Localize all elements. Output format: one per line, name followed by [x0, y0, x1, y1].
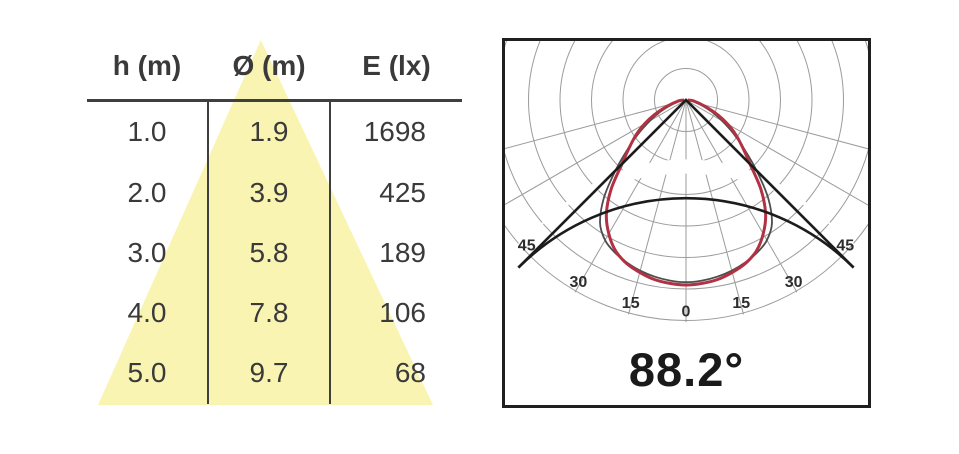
table-cell-illuminance: 1698: [363, 116, 426, 147]
table-cell-height: 3.0: [127, 237, 167, 268]
light-cone-graphic: [98, 40, 433, 405]
col-header-diameter: Ø (m): [232, 50, 306, 81]
col-header-height: h (m): [112, 50, 182, 81]
table-cell-height: 2.0: [127, 177, 167, 208]
polar-tick-label: 0: [682, 304, 691, 321]
beam-sector-outline: [517, 98, 855, 269]
polar-diagram: 45 30 15 0 15 30 45: [505, 41, 868, 322]
table-cell-illuminance: 425: [379, 177, 426, 208]
col-header-illuminance: E (lx): [362, 50, 431, 81]
column-divider: [329, 101, 331, 404]
table-cell-illuminance: 68: [394, 357, 426, 388]
intensity-curve-c90: [604, 98, 768, 287]
polar-tick-label: 45: [518, 237, 536, 254]
polar-diagram-panel: 45 30 15 0 15 30 45 88.2°: [502, 38, 871, 408]
table-cell-diameter: 9.7: [249, 357, 289, 388]
table-cell-diameter: 1.9: [249, 116, 289, 147]
intensity-curve-c0: [599, 99, 773, 284]
table-cell-illuminance: 106: [379, 297, 426, 328]
table-cell-height: 5.0: [127, 357, 167, 388]
polar-tick-label: 45: [836, 237, 854, 254]
table-cell-height: 1.0: [127, 116, 167, 147]
polar-tick-label: 15: [622, 295, 640, 312]
angle-tick-labels: 45 30 15 0 15 30 45: [518, 237, 854, 320]
column-divider: [207, 101, 209, 404]
table-cell-illuminance: 189: [379, 237, 426, 268]
table-cell-diameter: 5.8: [249, 237, 289, 268]
tick-label-mask: [507, 159, 865, 255]
table-cell-height: 4.0: [127, 297, 167, 328]
polar-tick-label: 30: [785, 274, 803, 291]
polar-tick-label: 30: [570, 274, 588, 291]
table-header-rule: [87, 99, 462, 102]
table-cell-diameter: 7.8: [249, 297, 289, 328]
beam-angle-value: 88.2°: [628, 343, 745, 396]
table-cell-diameter: 3.9: [249, 177, 289, 208]
polar-tick-label: 15: [732, 295, 750, 312]
